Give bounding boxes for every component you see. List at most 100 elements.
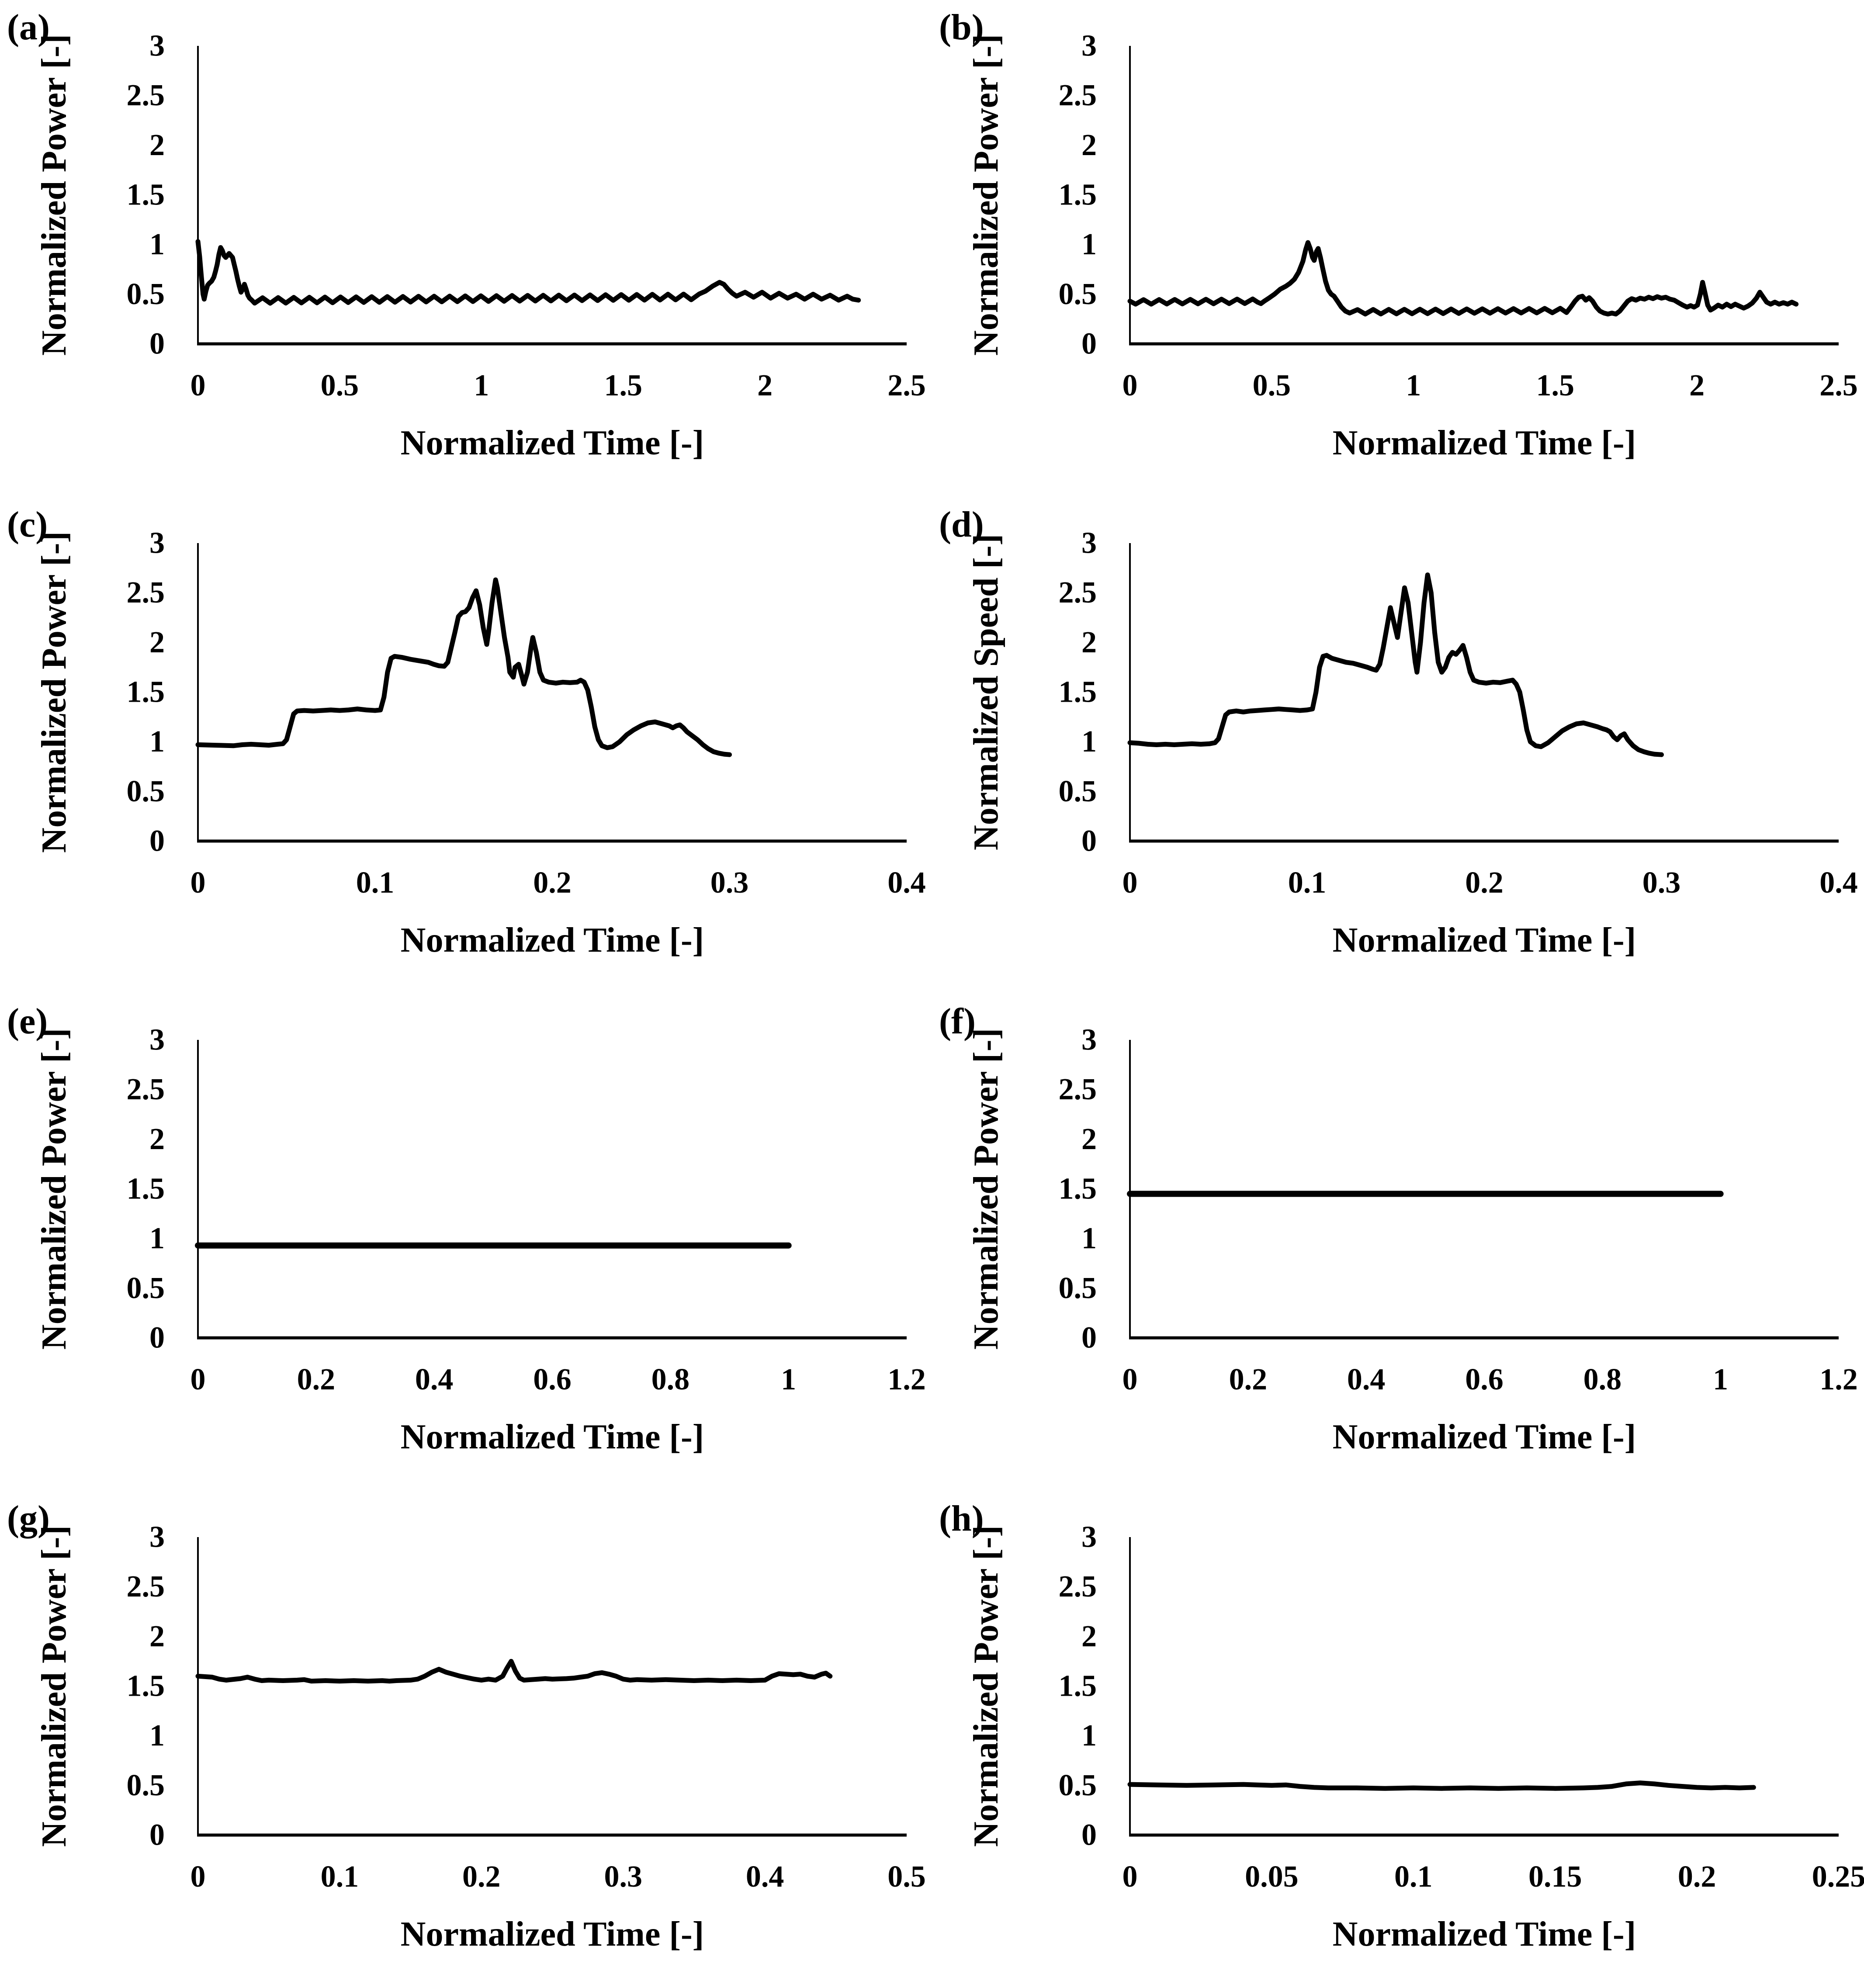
x-tick-label: 1.5 — [1536, 369, 1574, 402]
y-axis-title: Normalized Speed [-] — [967, 533, 1005, 850]
y-tick-label: 0.5 — [1059, 1271, 1097, 1305]
y-tick-label: 1 — [1081, 725, 1097, 758]
y-tick-label: 1.5 — [127, 1669, 165, 1703]
chart-h: 0 0.5 1 1.5 2 2.5 3 0 0.05 0.1 0.15 0.2 0.25 Normaliz… — [939, 1498, 1864, 1953]
x-tick-label: 0.3 — [710, 866, 749, 900]
y-tick-label: 2 — [1081, 1122, 1097, 1156]
y-tick-label: 1.5 — [127, 675, 165, 709]
x-tick-label: 0.2 — [462, 1860, 501, 1894]
panel-label: (c) — [7, 504, 48, 545]
y-tick-label: 3 — [1081, 29, 1097, 63]
x-tick-label: 0.1 — [356, 866, 395, 900]
y-axis-title: Normalized Power [-] — [35, 34, 73, 356]
series-line-normalized-speed — [1127, 572, 1664, 757]
y-tick-label: 0 — [149, 1321, 165, 1355]
chart-g: 0 0.5 1 1.5 2 2.5 3 0 0.1 0.2 0.3 0.4 0.5 Normalized … — [7, 1498, 926, 1953]
x-axis-title: Normalized Time [-] — [401, 424, 704, 462]
series-line-normalized-power — [195, 1659, 833, 1683]
x-tick-label: 0.2 — [1678, 1860, 1716, 1894]
series-line-normalized-power — [1127, 240, 1799, 317]
y-tick-label: 1.5 — [127, 178, 165, 212]
x-tick-label: 1.2 — [1819, 1363, 1858, 1396]
x-tick-label: 0.2 — [297, 1363, 336, 1396]
x-tick-label: 0 — [1123, 1363, 1138, 1396]
y-tick-label: 2 — [149, 128, 165, 162]
y-axis-title: Normalized Power [-] — [35, 531, 73, 852]
x-tick-label: 0.5 — [887, 1860, 926, 1894]
series-line-normalized-power — [1127, 1780, 1756, 1791]
x-tick-label: 0.1 — [1394, 1860, 1433, 1894]
subplot-g: 0 0.5 1 1.5 2 2.5 3 0 0.1 0.2 0.3 0.4 0.5 Normalized … — [0, 1491, 932, 1988]
y-tick-label: 0 — [149, 824, 165, 858]
chart-c: 0 0.5 1 1.5 2 2.5 3 0 0.1 0.2 0.3 0.4 Normalized Tim… — [7, 504, 926, 959]
x-tick-label: 2 — [1689, 369, 1705, 402]
subplot-d: 0 0.5 1 1.5 2 2.5 3 0 0.1 0.2 0.3 0.4 Normalized Tim… — [932, 497, 1864, 994]
x-axis-title: Normalized Time [-] — [401, 1915, 704, 1953]
x-axis-title: Normalized Time [-] — [401, 1418, 704, 1456]
x-tick-label: 0.4 — [1347, 1363, 1386, 1396]
x-axis-title: Normalized Time [-] — [1333, 1915, 1636, 1953]
y-tick-label: 3 — [149, 29, 165, 63]
y-tick-label: 1.5 — [1059, 1172, 1097, 1206]
x-tick-label: 0.4 — [415, 1363, 454, 1396]
y-axis-title: Normalized Power [-] — [967, 1028, 1005, 1350]
x-axis-title: Normalized Time [-] — [1333, 1418, 1636, 1456]
y-tick-label: 0.5 — [127, 774, 165, 808]
x-tick-label: 0.3 — [604, 1860, 642, 1894]
y-tick-label: 3 — [1081, 526, 1097, 560]
y-tick-label: 1.5 — [1059, 1669, 1097, 1703]
chart-a: 0 0.5 1 1.5 2 2.5 3 0 0.5 1 1.5 2 2.5 Normalized Time… — [7, 7, 926, 462]
y-tick-label: 1 — [149, 1719, 165, 1752]
panel-label: (g) — [7, 1498, 50, 1539]
y-tick-label: 0 — [1081, 327, 1097, 361]
x-tick-label: 1 — [474, 369, 489, 402]
y-tick-label: 1 — [1081, 1222, 1097, 1255]
x-tick-label: 0 — [191, 369, 206, 402]
y-tick-label: 2 — [1081, 625, 1097, 659]
x-tick-label: 1.5 — [604, 369, 642, 402]
x-axis-title: Normalized Time [-] — [1333, 424, 1636, 462]
y-tick-label: 2.5 — [127, 1570, 165, 1604]
y-tick-label: 2 — [149, 625, 165, 659]
y-tick-label: 0 — [149, 327, 165, 361]
x-tick-label: 0.5 — [321, 369, 359, 402]
y-tick-label: 0.5 — [127, 277, 165, 311]
y-tick-label: 0.5 — [127, 1768, 165, 1802]
x-axis-title: Normalized Time [-] — [1333, 921, 1636, 959]
x-tick-label: 0 — [191, 866, 206, 900]
y-tick-label: 2.5 — [127, 79, 165, 112]
x-tick-label: 2.5 — [1819, 369, 1858, 402]
y-tick-label: 2.5 — [127, 576, 165, 610]
y-tick-label: 2.5 — [1059, 1073, 1097, 1106]
x-tick-label: 1 — [781, 1363, 796, 1396]
x-tick-label: 0.4 — [887, 866, 926, 900]
y-tick-label: 3 — [149, 526, 165, 560]
y-tick-label: 2 — [149, 1619, 165, 1653]
panel-label: (a) — [7, 7, 50, 48]
x-tick-label: 0.2 — [1465, 866, 1504, 900]
y-tick-label: 0 — [149, 1818, 165, 1852]
x-tick-label: 0 — [191, 1363, 206, 1396]
x-tick-label: 0.8 — [651, 1363, 690, 1396]
x-tick-label: 0 — [1123, 866, 1138, 900]
y-tick-label: 0.5 — [127, 1271, 165, 1305]
y-tick-label: 1 — [1081, 1719, 1097, 1752]
y-tick-label: 1.5 — [127, 1172, 165, 1206]
x-tick-label: 0.1 — [321, 1860, 359, 1894]
x-tick-label: 0.3 — [1642, 866, 1681, 900]
panel-label: (e) — [7, 1001, 48, 1042]
x-tick-label: 0.4 — [1819, 866, 1858, 900]
y-tick-label: 2.5 — [1059, 1570, 1097, 1604]
chart-e: 0 0.5 1 1.5 2 2.5 3 0 0.2 0.4 0.6 0.8 1 1.2 Normalized… — [7, 1001, 926, 1456]
y-tick-label: 2 — [1081, 128, 1097, 162]
y-axis-title: Normalized Power [-] — [967, 34, 1005, 356]
y-tick-label: 0 — [1081, 1818, 1097, 1852]
x-tick-label: 0 — [1123, 1860, 1138, 1894]
panel-label: (d) — [939, 504, 984, 545]
x-tick-label: 0.25 — [1812, 1860, 1864, 1894]
y-tick-label: 2 — [149, 1122, 165, 1156]
chart-f: 0 0.5 1 1.5 2 2.5 3 0 0.2 0.4 0.6 0.8 1 1.2 Normalized… — [939, 1001, 1858, 1456]
y-tick-label: 3 — [1081, 1520, 1097, 1554]
x-tick-label: 2 — [757, 369, 773, 402]
